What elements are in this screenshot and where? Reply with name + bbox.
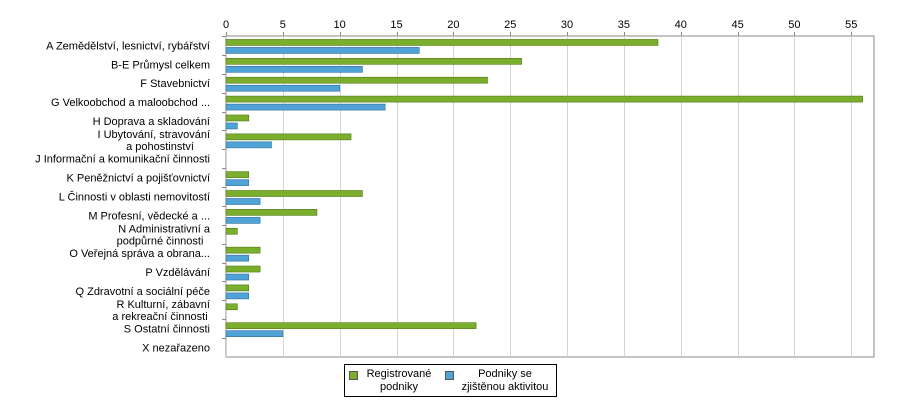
category-label: F Stavebnictví (140, 78, 210, 90)
category-label: M Profesní, vědecké a ... (88, 210, 210, 222)
x-tick-label: 10 (334, 19, 346, 31)
category-label: S Ostatní činnosti (124, 324, 210, 336)
category-label: N Administrativní a (118, 223, 211, 235)
x-tick-label: 0 (223, 19, 229, 31)
category-label: K Peněžnictví a pojišťovnictví (66, 173, 210, 185)
bar-registered (225, 95, 863, 103)
category-label: R Kulturní, zábavní (116, 299, 210, 311)
bar-registered (225, 190, 363, 197)
x-tick-label: 45 (731, 19, 743, 31)
category-label: J Informační a komunikační činnosti (35, 154, 210, 166)
bar-registered (225, 209, 318, 216)
category-label: X nezařazeno (142, 343, 210, 355)
category-label: B-E Průmysl celkem (111, 59, 210, 71)
legend-label-registered: Registrované podniky (366, 368, 432, 393)
bar-active (225, 122, 238, 130)
bar-registered (225, 227, 238, 235)
x-tick-label: 35 (618, 19, 630, 31)
category-label: P Vzdělávání (145, 267, 210, 279)
x-tick-label: 20 (447, 19, 459, 31)
legend: Registrované podniky Podniky se zjištěno… (344, 364, 557, 397)
bar-active (225, 103, 386, 111)
bar-active (225, 47, 420, 54)
bar-active (225, 141, 272, 149)
bar-registered (225, 39, 659, 46)
bar-registered (225, 284, 250, 292)
bar-active (225, 217, 261, 224)
bar-active (225, 66, 363, 73)
category-label: L Činnosti v oblasti nemovitostí (59, 191, 210, 204)
bar-registered (225, 76, 488, 84)
category-label: a pohostinství (126, 141, 194, 153)
category-label: H Doprava a skladování (93, 116, 210, 128)
bar-active (225, 84, 340, 92)
x-tick-label: 50 (788, 19, 800, 31)
category-label: podpůrné činnosti (117, 235, 204, 247)
legend-swatch-registered (349, 371, 358, 380)
bar-registered (225, 303, 238, 311)
x-tick-label: 25 (504, 19, 516, 31)
x-tick-label: 55 (845, 19, 857, 31)
category-label: a rekreační činnosti (112, 311, 207, 323)
bar-registered (225, 114, 250, 122)
bar-active (225, 330, 284, 337)
bar-registered (225, 246, 261, 254)
bar-active (225, 179, 250, 186)
legend-swatch-active (445, 371, 454, 380)
bar-active (225, 198, 261, 205)
bar-active (225, 292, 250, 300)
x-tick-label: 40 (675, 19, 687, 31)
bar-active (225, 254, 250, 262)
bar-chart: 0 5 10 15 20 25 30 35 40 45 50 55 A Zemědělství, les… (35, 19, 875, 358)
category-label: I Ubytování, stravování (98, 129, 211, 141)
x-tick-label: 5 (280, 19, 286, 31)
category-label: O Veřejná správa a obrana... (69, 248, 210, 260)
bar-registered (225, 171, 250, 178)
category-label: G Velkoobchod a maloobchod ... (51, 97, 210, 109)
legend-label-active: Podniky se zjištěnou aktivitou (461, 368, 549, 393)
bar-registered (225, 133, 352, 141)
bar-registered (225, 322, 477, 329)
bar-registered (225, 58, 522, 65)
bar-active (225, 273, 250, 281)
x-tick-label: 30 (561, 19, 573, 31)
x-tick-label: 15 (390, 19, 402, 31)
category-label: A Zemědělství, lesnictví, rybářství (46, 40, 210, 52)
bar-registered (225, 265, 261, 273)
category-label: Q Zdravotní a sociální péče (75, 286, 210, 298)
